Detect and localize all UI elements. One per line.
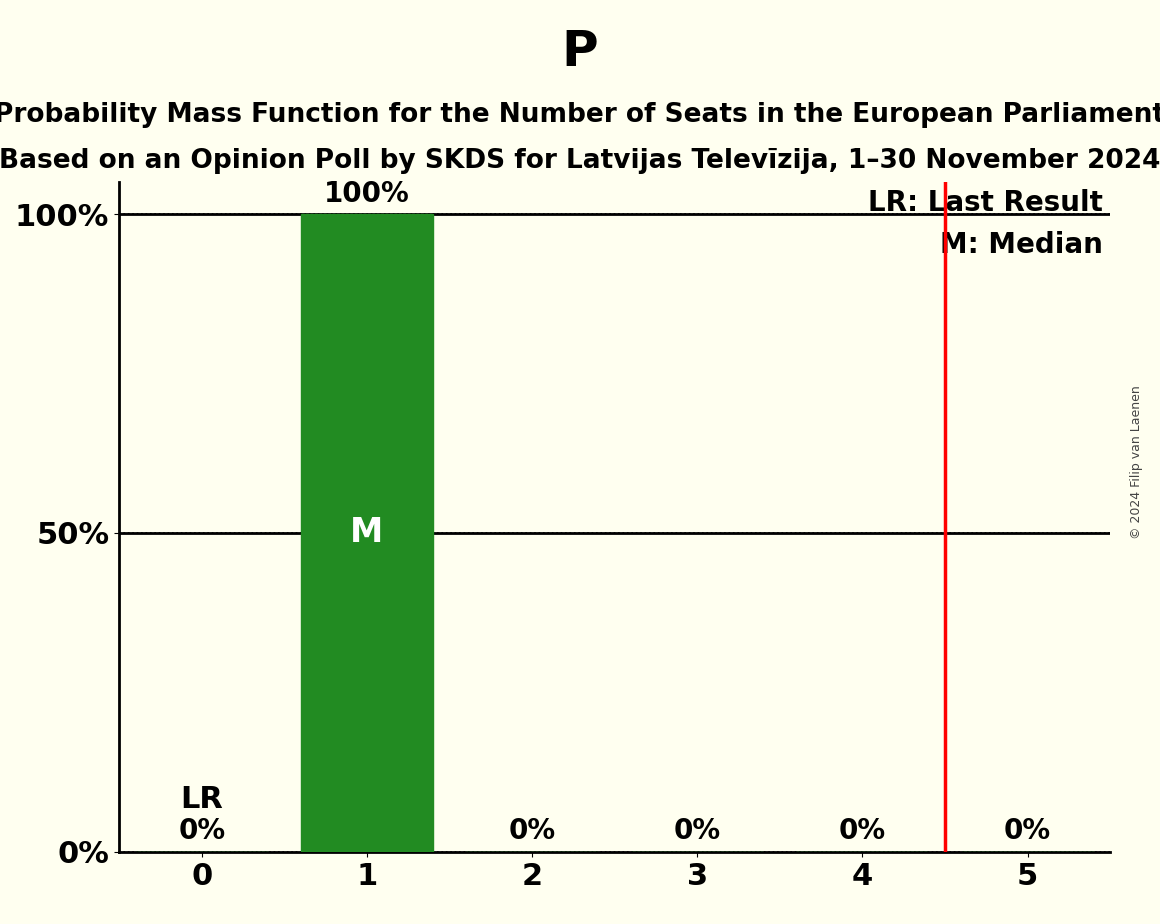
Text: Based on an Opinion Poll by SKDS for Latvijas Televīzija, 1–30 November 2024: Based on an Opinion Poll by SKDS for Lat…	[0, 148, 1160, 174]
Text: 100%: 100%	[324, 180, 409, 208]
Text: 0%: 0%	[179, 818, 225, 845]
Text: LR: LR	[180, 784, 223, 813]
Text: M: M	[350, 517, 384, 550]
Bar	[300, 214, 433, 852]
Text: LR: Last Result: LR: Last Result	[869, 189, 1103, 217]
Text: 0%: 0%	[1005, 818, 1051, 845]
Text: M: Median: M: Median	[941, 231, 1103, 259]
Text: 0%: 0%	[674, 818, 720, 845]
Text: 0%: 0%	[508, 818, 556, 845]
Text: Probability Mass Function for the Number of Seats in the European Parliament: Probability Mass Function for the Number…	[0, 102, 1160, 128]
Text: 0%: 0%	[839, 818, 886, 845]
Text: © 2024 Filip van Laenen: © 2024 Filip van Laenen	[1130, 385, 1143, 539]
Text: P: P	[561, 28, 599, 76]
